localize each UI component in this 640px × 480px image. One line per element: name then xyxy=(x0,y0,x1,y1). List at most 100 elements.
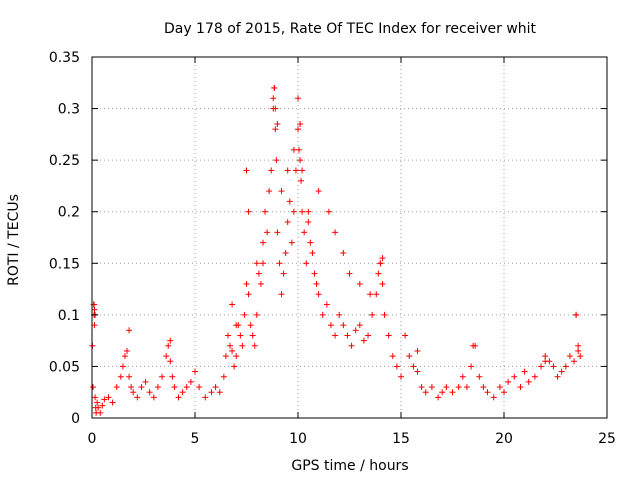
data-point xyxy=(332,229,339,236)
data-point xyxy=(231,363,238,370)
data-point xyxy=(227,342,234,349)
y-tick-label: 0.2 xyxy=(58,205,80,221)
data-point xyxy=(367,291,374,298)
data-point xyxy=(278,188,285,195)
data-point xyxy=(175,394,182,401)
data-point xyxy=(428,384,435,391)
data-point xyxy=(253,260,260,267)
y-axis-label: ROTI / TECUs xyxy=(6,194,22,286)
data-point xyxy=(336,311,343,318)
data-point xyxy=(259,260,266,267)
data-point xyxy=(455,384,462,391)
data-point xyxy=(501,389,507,396)
data-point xyxy=(476,373,483,380)
data-point xyxy=(377,260,384,267)
data-point xyxy=(340,322,347,329)
data-point xyxy=(220,373,227,380)
data-point xyxy=(192,368,198,375)
data-point xyxy=(459,373,466,380)
data-point xyxy=(121,353,128,360)
data-point xyxy=(305,208,312,215)
data-point xyxy=(379,280,386,287)
data-point xyxy=(303,260,310,267)
data-point xyxy=(402,332,409,339)
data-point xyxy=(167,358,174,365)
data-point xyxy=(268,167,275,174)
y-tick-label: 0.05 xyxy=(49,359,80,375)
x-tick-labels: 0 5 10 15 20 25 xyxy=(88,431,616,447)
data-point xyxy=(163,353,170,360)
data-point xyxy=(90,384,97,391)
data-point xyxy=(344,332,351,339)
data-point xyxy=(356,322,363,329)
data-point xyxy=(373,291,380,298)
data-point xyxy=(92,394,99,401)
y-tick-label: 0.25 xyxy=(49,153,80,169)
data-point xyxy=(301,229,308,236)
data-point xyxy=(298,177,305,184)
data-point xyxy=(154,384,161,391)
data-point xyxy=(113,384,120,391)
data-points xyxy=(89,84,584,416)
data-point xyxy=(406,353,413,360)
data-point xyxy=(288,239,295,246)
data-point xyxy=(295,95,301,102)
data-point xyxy=(295,126,301,133)
y-tick-label: 0.35 xyxy=(49,50,80,66)
data-point xyxy=(159,373,166,380)
data-point xyxy=(212,384,219,391)
data-point xyxy=(257,280,264,287)
data-point xyxy=(443,384,450,391)
data-point xyxy=(117,373,124,380)
x-tick-label: 0 xyxy=(88,431,97,447)
data-point xyxy=(272,126,279,133)
data-point xyxy=(566,353,573,360)
data-point xyxy=(311,270,318,277)
data-point xyxy=(290,146,297,153)
data-point xyxy=(216,389,223,396)
data-point xyxy=(340,249,347,256)
data-point xyxy=(375,270,382,277)
data-point xyxy=(150,394,157,401)
x-tick-label: 25 xyxy=(598,431,616,447)
data-point xyxy=(439,389,446,396)
data-point xyxy=(290,208,297,215)
data-point xyxy=(525,378,532,385)
data-point xyxy=(505,378,512,385)
data-point xyxy=(517,384,524,391)
data-point xyxy=(128,384,135,391)
data-point xyxy=(138,384,145,391)
data-point xyxy=(259,239,266,246)
data-point xyxy=(468,363,475,370)
data-point xyxy=(95,404,102,411)
data-point xyxy=(398,373,404,380)
data-point xyxy=(490,394,497,401)
data-point xyxy=(296,146,303,153)
data-point xyxy=(272,105,279,112)
data-point xyxy=(274,121,281,128)
data-point xyxy=(271,84,278,91)
y-tick-labels: 0 0.05 0.1 0.15 0.2 0.25 0.3 0.35 xyxy=(49,50,80,427)
data-point xyxy=(542,353,549,360)
data-point xyxy=(305,219,312,226)
data-point xyxy=(187,378,194,385)
plot-frame xyxy=(91,56,608,419)
data-point xyxy=(247,322,254,329)
data-point xyxy=(282,249,289,256)
y-tick-label: 0.3 xyxy=(58,102,80,118)
data-point xyxy=(273,157,280,164)
data-point xyxy=(348,342,355,349)
data-point xyxy=(167,337,174,344)
data-point xyxy=(270,95,277,102)
x-tick-label: 20 xyxy=(495,431,513,447)
data-point xyxy=(360,337,367,344)
y-tick-label: 0 xyxy=(71,411,80,427)
data-point xyxy=(389,353,396,360)
data-point xyxy=(571,358,578,365)
data-point xyxy=(379,255,386,262)
axis-ticks xyxy=(91,56,608,419)
data-point xyxy=(101,396,108,403)
data-point xyxy=(130,389,137,396)
data-point xyxy=(171,384,178,391)
data-point xyxy=(97,409,104,416)
